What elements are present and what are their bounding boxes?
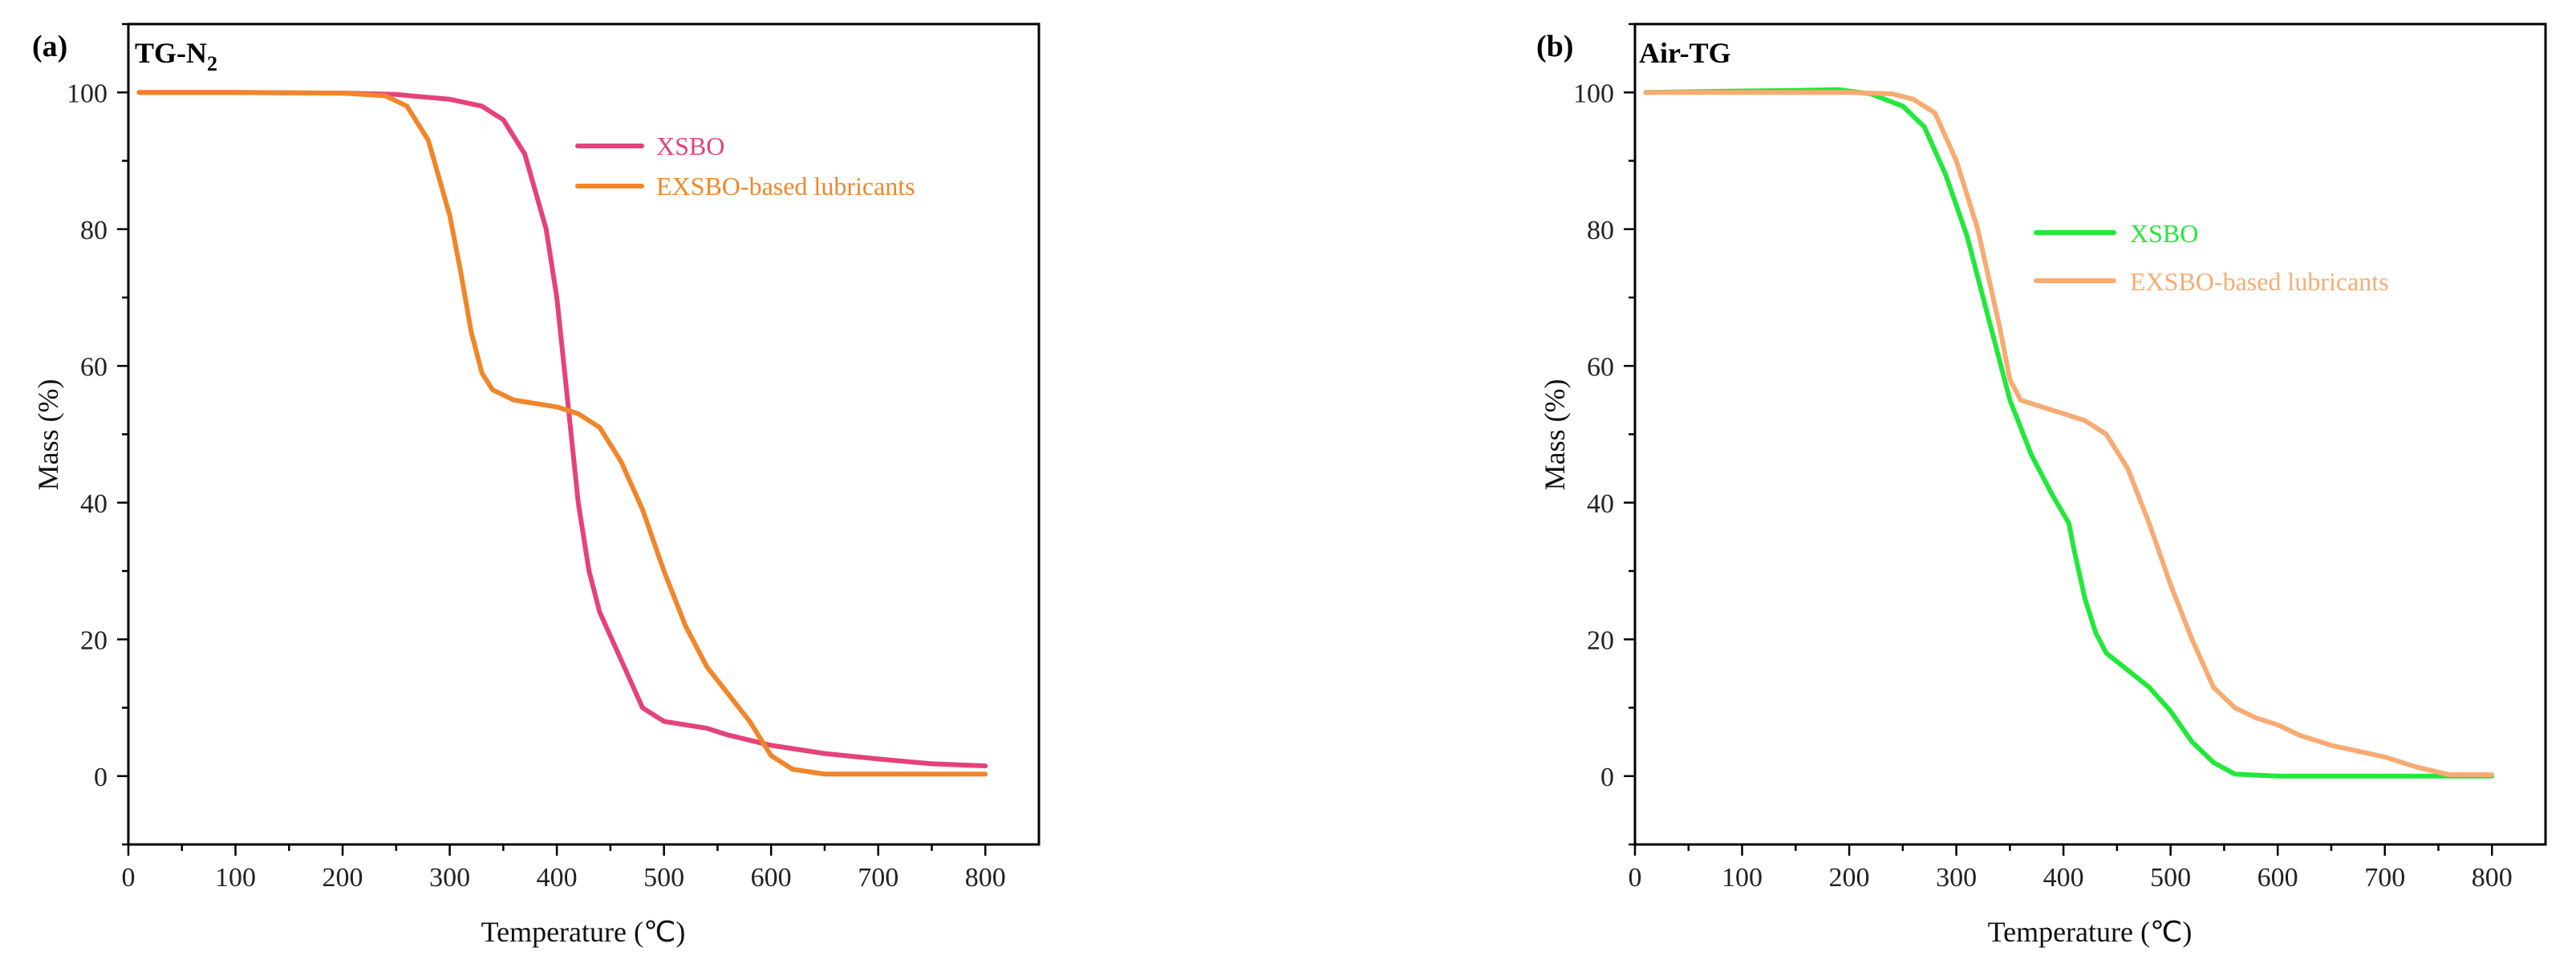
panel-a-title: TG-N2 xyxy=(135,37,217,75)
panel-a-x-axis-title: Temperature (℃) xyxy=(481,916,686,948)
panel-b-x-tick-label: 300 xyxy=(1936,863,1977,893)
panel-a-y-tick-label: 0 xyxy=(94,763,108,792)
panel-a-series-exsbo-line xyxy=(136,90,988,777)
panel-b-legend: XSBO EXSBO-based lubricants xyxy=(2034,219,2389,296)
panel-b-y-tick-label: 20 xyxy=(1587,626,1614,655)
panel-a-y-axis-title: Mass (%) xyxy=(32,379,64,491)
panel-b-y-axis-title: Mass (%) xyxy=(1539,379,1571,491)
panel-a-series xyxy=(136,90,988,777)
panel-b-y-tick-label: 100 xyxy=(1573,79,1614,108)
panel-a-y-tick-label: 100 xyxy=(67,79,108,108)
panel-a: (a) TG-N2 0 100 200 300 400 500 600 700 800 0 20 40… xyxy=(32,22,1041,948)
panel-b-x-axis-title: Temperature (℃) xyxy=(1988,916,2193,948)
panel-b-legend-label-exsbo: EXSBO-based lubricants xyxy=(2130,267,2389,296)
panel-a-x-tick-label: 100 xyxy=(215,863,256,893)
panel-b-x-tick-label: 500 xyxy=(2150,863,2191,893)
panel-a-x-tick-label: 200 xyxy=(323,863,363,893)
panel-b-x-tick-label: 200 xyxy=(1829,863,1870,893)
panel-b-label: (b) xyxy=(1536,30,1573,63)
panel-b-y-tick-label: 40 xyxy=(1587,489,1614,519)
panel-b-title: Air-TG xyxy=(1639,37,1731,69)
panel-b-y-tick-label: 0 xyxy=(1600,763,1614,792)
panel-a-y-tick-label: 60 xyxy=(80,352,108,382)
panel-a-y-tick-label: 80 xyxy=(80,216,108,245)
panel-b-legend-label-xsbo: XSBO xyxy=(2130,219,2198,248)
panel-b-x-tick-label: 400 xyxy=(2043,863,2084,893)
panel-b-y-tick-label: 80 xyxy=(1587,216,1614,245)
panel-b-x-tick-label: 600 xyxy=(2258,863,2298,893)
panel-b-ticks: 0 100 200 300 400 500 600 700 800 0 20 40 60 80 100 xyxy=(1573,22,2513,893)
panel-b-x-tick-label: 100 xyxy=(1722,863,1763,893)
panel-a-x-tick-label: 400 xyxy=(537,863,578,893)
panel-a-y-tick-label: 40 xyxy=(80,489,108,519)
panel-a-legend-label-xsbo: XSBO xyxy=(656,132,724,160)
panel-a-x-tick-label: 300 xyxy=(429,863,470,893)
panel-a-x-tick-label: 800 xyxy=(965,863,1006,893)
panel-a-legend-label-exsbo: EXSBO-based lubricants xyxy=(656,172,915,200)
panel-a-ticks: 0 100 200 300 400 500 600 700 800 0 20 40 60 80 100 xyxy=(67,22,1006,893)
panel-a-title-subscript: 2 xyxy=(207,52,217,75)
panel-b-plot-frame xyxy=(1633,22,2547,846)
panel-b-series xyxy=(1643,87,2495,779)
panel-b-y-tick-label: 60 xyxy=(1587,352,1614,382)
panel-b-x-tick-label: 0 xyxy=(1629,863,1642,893)
panel-b-series-exsbo-line xyxy=(1643,90,2495,777)
panel-a-x-tick-label: 0 xyxy=(122,863,136,893)
panel-a-label: (a) xyxy=(32,30,67,63)
panel-a-y-tick-label: 20 xyxy=(80,626,108,655)
panel-a-legend: XSBO EXSBO-based lubricants xyxy=(575,132,915,200)
panel-b: (b) Air-TG 0 100 200 300 400 500 600 700 800 0 20 4… xyxy=(1536,22,2547,948)
panel-a-title-main: TG-N xyxy=(135,37,207,69)
panel-a-x-tick-label: 600 xyxy=(751,863,792,893)
panel-a-series-xsbo-line xyxy=(136,90,988,768)
panel-b-title-main: Air-TG xyxy=(1639,37,1731,69)
panel-a-x-tick-label: 500 xyxy=(643,863,684,893)
panel-b-x-tick-label: 800 xyxy=(2472,863,2513,893)
panel-b-x-tick-label: 700 xyxy=(2364,863,2405,893)
panel-a-x-tick-label: 700 xyxy=(858,863,899,893)
panel-b-series-xsbo-line xyxy=(1643,87,2495,779)
